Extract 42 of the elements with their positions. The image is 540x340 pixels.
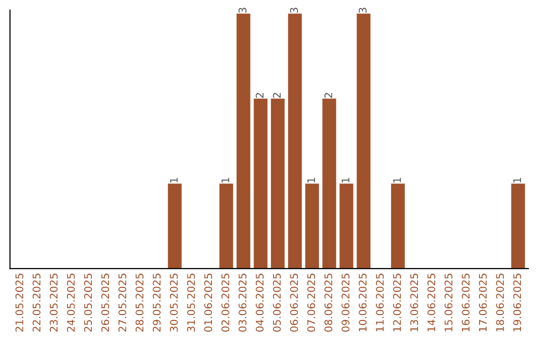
- x-tick-label: 07.06.2025: [307, 274, 316, 332]
- x-tick-label: 01.06.2025: [204, 274, 212, 332]
- data-label: 3: [238, 8, 246, 13]
- x-tick-label: 05.06.2025: [272, 274, 281, 332]
- x-tick-label: 10.06.2025: [358, 274, 367, 332]
- data-label: 3: [358, 8, 367, 13]
- x-tick-label: 17.06.2025: [478, 274, 487, 332]
- x-tick-label: 16.06.2025: [462, 274, 470, 332]
- data-label: 1: [513, 178, 521, 182]
- x-tick-label: 25.05.2025: [84, 274, 92, 332]
- x-tick-label: 29.05.2025: [152, 274, 161, 332]
- x-tick-label: 31.05.2025: [187, 274, 195, 332]
- x-tick-label: 15.06.2025: [444, 274, 452, 332]
- x-tick-label: 22.05.2025: [32, 274, 40, 332]
- x-tick-label: 06.06.2025: [290, 274, 298, 332]
- x-tick-label: 08.06.2025: [324, 274, 332, 332]
- x-tick-label: 14.06.2025: [427, 274, 436, 332]
- x-tick-label: 24.05.2025: [66, 274, 75, 332]
- x-tick-label: 02.06.2025: [221, 274, 230, 332]
- data-label: 1: [307, 178, 315, 182]
- x-tick-label: 13.06.2025: [410, 274, 418, 332]
- data-label: 1: [170, 178, 178, 182]
- data-label: 1: [393, 178, 401, 182]
- x-tick-label: 28.05.2025: [136, 274, 144, 332]
- x-tick-label: 12.06.2025: [393, 274, 401, 332]
- x-tick-label: 09.06.2025: [342, 274, 350, 332]
- x-tick-label: 21.05.2025: [15, 274, 24, 332]
- x-tick-label: 19.06.2025: [513, 274, 522, 332]
- x-tick-label: 30.05.2025: [170, 274, 178, 332]
- x-tick-label: 23.05.2025: [50, 274, 58, 332]
- x-tick-label: 18.06.2025: [496, 274, 504, 332]
- x-tick-label: 26.05.2025: [101, 274, 110, 332]
- data-label: 2: [272, 93, 281, 98]
- data-label: 3: [290, 8, 298, 13]
- x-tick-label: 27.05.2025: [118, 274, 126, 332]
- data-label: 2: [324, 93, 332, 98]
- x-tick-label: 03.06.2025: [238, 274, 246, 332]
- data-label: 1: [222, 178, 230, 182]
- data-label: 2: [256, 93, 264, 98]
- x-tick-label: 04.06.2025: [256, 274, 264, 332]
- data-label: 1: [342, 178, 350, 182]
- x-tick-label: 11.06.2025: [376, 274, 384, 332]
